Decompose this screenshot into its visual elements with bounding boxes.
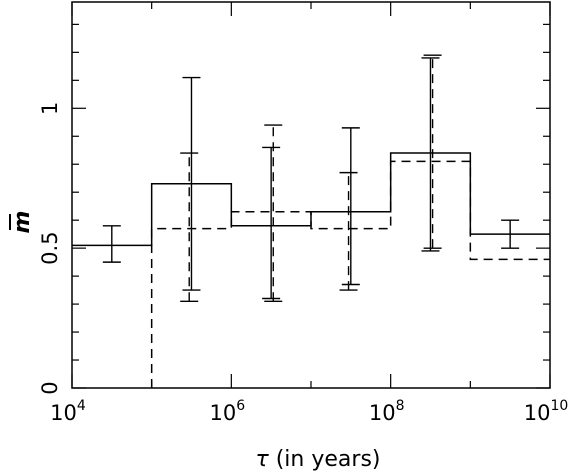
y-axis-symbol: m: [10, 211, 35, 234]
x-tick-label: 108: [369, 398, 405, 425]
x-tick-base: 10: [50, 401, 77, 425]
x-axis-symbol: τ: [255, 447, 269, 472]
y-axis-title: m: [9, 211, 35, 234]
x-axis-title: τ (in years): [255, 447, 380, 472]
plot-frame: [71, 1, 551, 389]
x-tick-exponent: 8: [396, 398, 405, 414]
x-tick-base: 10: [210, 401, 237, 425]
x-tick-label: 104: [50, 398, 86, 425]
x-axis-text: (in years): [269, 447, 381, 472]
y-tick-label: 0: [38, 381, 62, 394]
y-tick-label: 1: [38, 102, 62, 115]
x-tick-base: 10: [524, 401, 551, 425]
x-tick-exponent: 10: [550, 398, 568, 414]
y-tick-label: 0.5: [38, 231, 62, 264]
axes-frame: [71, 1, 551, 389]
x-tick-exponent: 4: [77, 398, 86, 414]
x-tick-exponent: 6: [236, 398, 245, 414]
series-solid-histogram: [72, 152, 550, 247]
x-tick-label: 1010: [524, 398, 569, 425]
x-tick-base: 10: [369, 401, 396, 425]
plot-data: [72, 54, 550, 388]
series-dashed-histogram: [150, 160, 550, 388]
x-tick-label: 106: [210, 398, 246, 425]
